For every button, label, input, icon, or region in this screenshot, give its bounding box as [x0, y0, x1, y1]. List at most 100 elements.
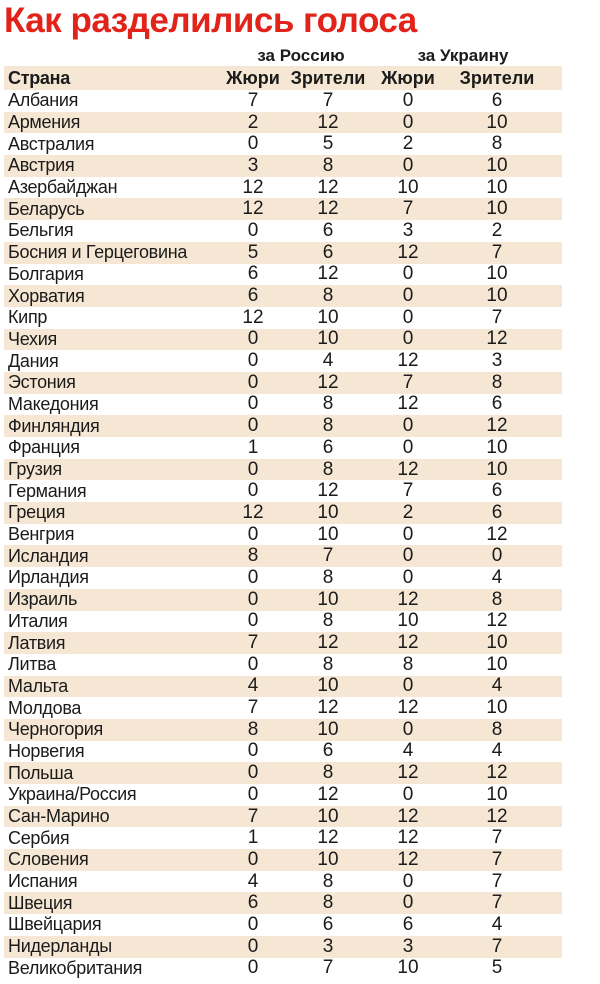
cell-ru-viewers: 12: [317, 783, 339, 805]
cell-ru-viewers: 4: [322, 350, 334, 372]
table-row: Беларусь 12 12 7 10: [4, 198, 562, 221]
cell-ru-jury: 12: [242, 306, 264, 328]
cell-ua-jury: 12: [397, 241, 419, 263]
cell-ua-viewers: 10: [486, 436, 508, 458]
cell-ua-jury: 12: [397, 762, 419, 784]
column-header-country: Страна: [8, 67, 70, 88]
cell-country: Албания: [8, 90, 79, 111]
cell-ru-viewers: 7: [322, 89, 334, 111]
cell-ua-jury: 0: [402, 675, 414, 697]
table-row: Хорватия 6 8 0 10: [4, 285, 562, 307]
cell-ua-jury: 3: [402, 219, 414, 241]
table-row: Латвия 7 12 12 10: [4, 632, 562, 654]
table-row: Швеция 6 8 0 7: [4, 892, 562, 915]
cell-ru-viewers: 12: [317, 371, 339, 393]
cell-ru-viewers: 8: [322, 762, 334, 784]
cell-ua-jury: 2: [402, 133, 414, 155]
cell-ru-jury: 7: [247, 632, 259, 654]
cell-ua-jury: 0: [402, 523, 414, 545]
cell-ru-viewers: 8: [322, 285, 334, 307]
cell-country: Латвия: [8, 632, 66, 653]
cell-ua-jury: 0: [402, 154, 414, 176]
cell-ua-viewers: 7: [491, 241, 503, 263]
cell-ua-viewers: 7: [491, 848, 503, 870]
cell-ru-viewers: 10: [317, 328, 339, 350]
cell-ru-viewers: 8: [322, 458, 334, 480]
cell-country: Дания: [8, 350, 59, 371]
cell-ua-viewers: 8: [491, 371, 503, 393]
cell-ru-jury: 6: [247, 285, 259, 307]
cell-ua-viewers: 10: [486, 263, 508, 285]
cell-ru-jury: 0: [247, 653, 259, 675]
cell-ru-jury: 2: [247, 111, 259, 133]
table-row: Швейцария 0 6 6 4: [4, 914, 562, 936]
cell-ru-viewers: 8: [322, 653, 334, 675]
cell-country: Литва: [8, 654, 56, 675]
cell-country: Украина/Россия: [8, 784, 137, 805]
cell-ru-jury: 8: [247, 545, 259, 567]
cell-ua-jury: 12: [397, 805, 419, 827]
cell-country: Азербайджан: [8, 177, 118, 198]
table-row: Словения 0 10 12 7: [4, 849, 562, 871]
table-row: Албания 7 7 0 6: [4, 90, 562, 112]
table-header-row: Страна Жюри Зрители Жюри Зрители: [4, 66, 562, 90]
cell-ua-jury: 12: [397, 632, 419, 654]
cell-ua-jury: 7: [402, 480, 414, 502]
cell-ru-viewers: 12: [317, 111, 339, 133]
cell-ua-viewers: 2: [491, 219, 503, 241]
cell-ua-viewers: 10: [486, 285, 508, 307]
cell-ru-viewers: 6: [322, 241, 334, 263]
column-header-ua-jury: Жюри: [381, 67, 435, 88]
cell-ua-jury: 0: [402, 436, 414, 458]
cell-ua-viewers: 4: [491, 913, 503, 935]
cell-ua-viewers: 3: [491, 350, 503, 372]
cell-country: Италия: [8, 610, 68, 631]
cell-ua-viewers: 10: [486, 198, 508, 220]
cell-ru-viewers: 6: [322, 913, 334, 935]
cell-country: Австрия: [8, 155, 75, 176]
cell-ua-jury: 0: [402, 783, 414, 805]
cell-country: Македония: [8, 393, 99, 414]
table-row: Сан-Марино 7 10 12 12: [4, 806, 562, 828]
cell-country: Молдова: [8, 697, 82, 718]
cell-ru-jury: 7: [247, 805, 259, 827]
cell-ua-viewers: 4: [491, 566, 503, 588]
cell-ua-jury: 2: [402, 501, 414, 523]
cell-ua-jury: 7: [402, 371, 414, 393]
cell-ua-jury: 12: [397, 588, 419, 610]
cell-ua-jury: 12: [397, 393, 419, 415]
table-row: Норвегия 0 6 4 4: [4, 740, 562, 763]
cell-country: Ирландия: [8, 567, 89, 588]
cell-ru-jury: 0: [247, 523, 259, 545]
cell-ua-viewers: 10: [486, 632, 508, 654]
cell-ru-jury: 0: [247, 393, 259, 415]
cell-ua-viewers: 6: [491, 501, 503, 523]
cell-ua-jury: 12: [397, 827, 419, 849]
cell-ru-viewers: 8: [322, 415, 334, 437]
cell-ua-jury: 4: [402, 740, 414, 762]
cell-country: Швеция: [8, 892, 73, 913]
table-row: Ирландия 0 8 0 4: [4, 567, 562, 589]
cell-ru-viewers: 10: [317, 848, 339, 870]
cell-ru-jury: 12: [242, 176, 264, 198]
cell-ru-viewers: 12: [317, 198, 339, 220]
cell-ru-viewers: 12: [317, 632, 339, 654]
cell-ru-viewers: 7: [322, 545, 334, 567]
cell-ua-jury: 0: [402, 870, 414, 892]
cell-ua-jury: 6: [402, 913, 414, 935]
table-row: Израиль 0 10 12 8: [4, 589, 562, 611]
table-row: Армения 2 12 0 10: [4, 112, 562, 134]
cell-ru-jury: 0: [247, 480, 259, 502]
cell-ua-viewers: 4: [491, 740, 503, 762]
cell-ua-viewers: 7: [491, 935, 503, 957]
page-title: Как разделились голоса: [4, 1, 417, 40]
table-row: Австрия 3 8 0 10: [4, 155, 562, 177]
cell-ua-jury: 7: [402, 198, 414, 220]
cell-ru-jury: 0: [247, 588, 259, 610]
cell-ru-viewers: 7: [322, 957, 334, 979]
table-row: Кипр 12 10 0 7: [4, 307, 562, 329]
votes-table: Страна Жюри Зрители Жюри Зрители Албания…: [4, 66, 562, 979]
cell-ua-jury: 12: [397, 350, 419, 372]
cell-ua-viewers: 7: [491, 306, 503, 328]
cell-ru-jury: 0: [247, 957, 259, 979]
